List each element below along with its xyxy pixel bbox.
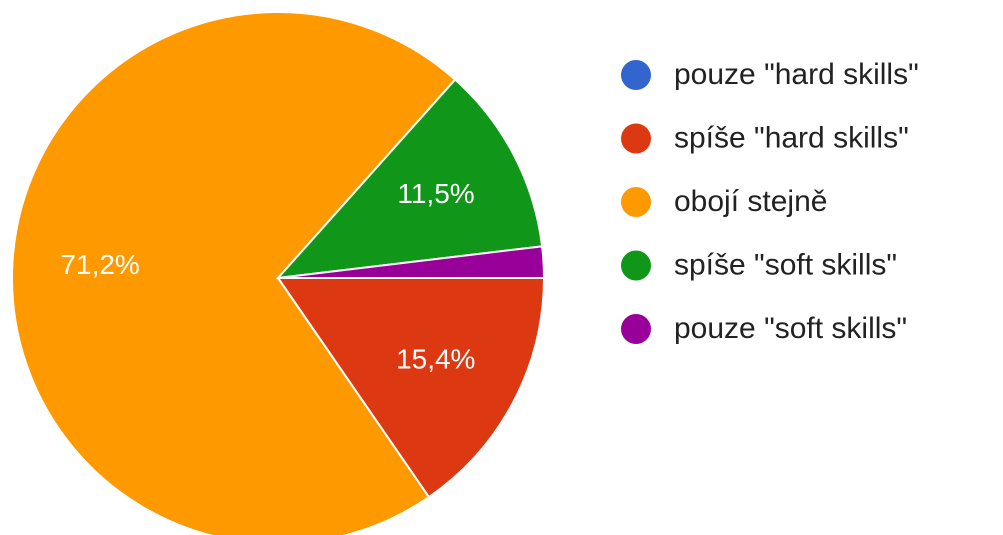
slice-label: 71,2% [60, 249, 139, 280]
legend-swatch [621, 250, 651, 281]
slice-label: 15,4% [396, 343, 475, 374]
pie-slice [277, 245, 546, 279]
legend-label: spíše "hard skills" [674, 121, 909, 154]
legend-label: spíše "soft skills" [674, 248, 897, 281]
legend-swatch [621, 60, 651, 90]
slice-label: 11,5% [397, 178, 474, 209]
pie-slice [275, 78, 544, 280]
legend-label: pouze "hard skills" [674, 58, 919, 91]
pie-slice [11, 11, 457, 535]
legend-swatch [621, 314, 651, 344]
legend-label: pouze "soft skills" [674, 312, 907, 345]
legend-swatch [621, 187, 651, 217]
pie-slice [276, 277, 546, 499]
legend-label: obojí stejně [674, 185, 827, 218]
legend-swatch [621, 123, 651, 154]
